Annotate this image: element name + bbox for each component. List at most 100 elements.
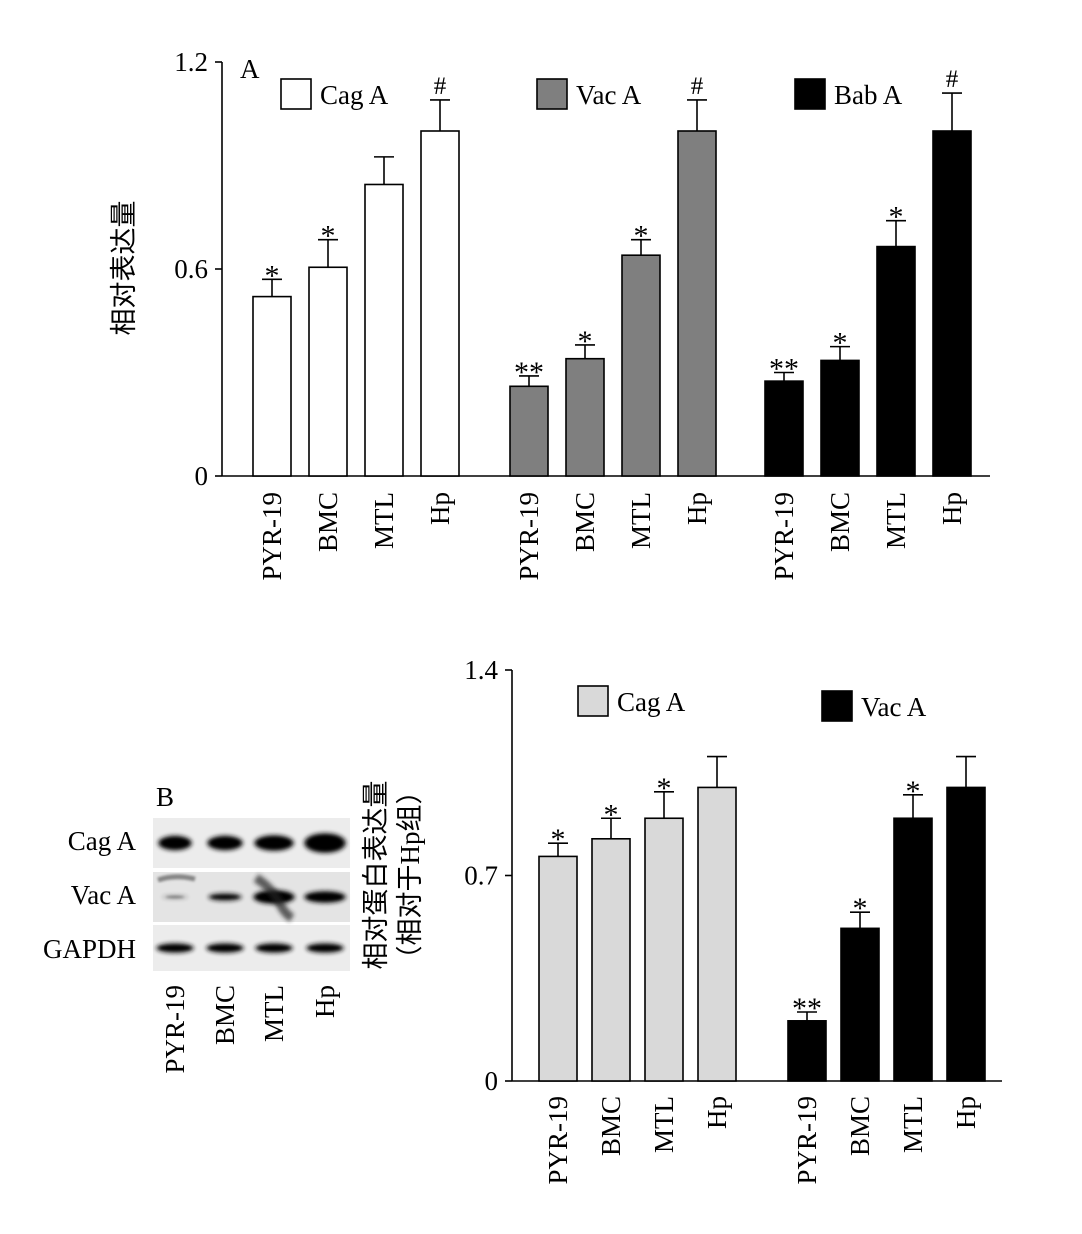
- blot-band-core: [160, 946, 190, 950]
- bar: [820, 359, 860, 477]
- x-tick-label: PYR-19: [514, 492, 544, 581]
- bar: [420, 130, 460, 477]
- y-tick-label: 1.4: [464, 655, 498, 685]
- blot-band-core: [259, 946, 289, 950]
- x-tick-label: MTL: [626, 492, 656, 549]
- significance-mark: *: [853, 892, 868, 925]
- panel-a-legend: Cag A Vac A Bab A: [280, 78, 903, 110]
- x-tick-label: PYR-19: [543, 1096, 573, 1185]
- x-tick-label: BMC: [825, 492, 855, 552]
- significance-mark: *: [551, 823, 566, 856]
- significance-mark: **: [792, 992, 822, 1025]
- blot-row-label: Vac A: [71, 880, 137, 910]
- legend-swatch: [280, 78, 312, 110]
- panel-a-y-ticks: 0 0.6 1.2: [174, 47, 222, 491]
- bar: [621, 254, 661, 477]
- significance-mark: *: [889, 201, 904, 234]
- significance-mark: *: [906, 775, 921, 808]
- bar: [509, 385, 549, 477]
- blot-row-labels: Cag A Vac A GAPDH: [43, 826, 137, 964]
- x-tick-label: PYR-19: [792, 1096, 822, 1185]
- significance-mark: *: [578, 325, 593, 358]
- blot-strips: [153, 818, 350, 971]
- panel-a-label: A: [240, 54, 260, 84]
- x-tick-label: MTL: [649, 1096, 679, 1153]
- significance-mark: **: [769, 353, 799, 386]
- bar: [787, 1020, 827, 1082]
- blot-lane-labels: PYR-19 BMC MTL Hp: [160, 985, 340, 1074]
- panel-a-chart: A 相对表达量 00.61.2 **#****#****# PYR-19 BMC M…: [109, 47, 990, 581]
- bar: [252, 295, 292, 477]
- y-tick-label: 0: [485, 1066, 499, 1096]
- legend-label: Cag A: [617, 687, 686, 717]
- blot-smear: [253, 874, 295, 922]
- blot-band-core: [310, 946, 340, 950]
- panel-b-y-axis-subtitle: （相对于Hp组）: [395, 778, 425, 973]
- blot-band-core: [308, 894, 342, 900]
- panel-a-y-axis-title: 相对表达量: [109, 201, 139, 336]
- legend-label: Cag A: [320, 80, 389, 110]
- blot-band-core: [308, 836, 342, 850]
- legend-swatch: [577, 685, 609, 717]
- blot-lane-label: MTL: [259, 985, 289, 1042]
- blot-band-core: [210, 946, 240, 950]
- blot-band-core: [166, 895, 184, 899]
- x-tick-label: Hp: [425, 492, 455, 525]
- blot-lane-label: BMC: [210, 985, 240, 1045]
- x-tick-label: Hp: [682, 492, 712, 525]
- legend-swatch: [536, 78, 568, 110]
- bar: [893, 817, 933, 1082]
- panel-b-bars: *******: [538, 755, 986, 1082]
- significance-mark: *: [321, 220, 336, 253]
- x-tick-label: BMC: [845, 1096, 875, 1156]
- panel-b-chart: 相对蛋白表达量 （相对于Hp组） 00.71.4 ******* PYR-19 B…: [361, 655, 1002, 1185]
- significance-mark: #: [691, 73, 704, 100]
- bar: [565, 357, 605, 477]
- bar: [308, 266, 348, 477]
- x-tick-label: Hp: [937, 492, 967, 525]
- blot-row-label: Cag A: [68, 826, 137, 856]
- blot-band-core: [258, 838, 290, 848]
- x-tick-label: Hp: [702, 1096, 732, 1129]
- legend-swatch: [794, 78, 826, 110]
- panel-b-label: B: [156, 782, 174, 812]
- significance-mark: #: [946, 66, 959, 93]
- bar: [538, 855, 578, 1082]
- blot-band-core: [162, 838, 188, 848]
- legend-swatch: [821, 690, 853, 722]
- blot-smear: [157, 874, 196, 883]
- bar: [677, 130, 717, 477]
- significance-mark: **: [514, 356, 544, 389]
- panel-b-x-tick-labels: PYR-19 BMC MTL Hp PYR-19 BMC MTL Hp: [543, 1096, 981, 1185]
- x-tick-label: PYR-19: [769, 492, 799, 581]
- panel-b-y-ticks: 0 0.7 1.4: [464, 655, 512, 1096]
- bar: [876, 245, 916, 477]
- bar: [697, 786, 737, 1082]
- bar: [644, 817, 684, 1082]
- x-tick-label: BMC: [313, 492, 343, 552]
- bar: [840, 927, 880, 1082]
- x-tick-label: MTL: [881, 492, 911, 549]
- y-tick-label: 0: [195, 461, 209, 491]
- significance-mark: *: [657, 772, 672, 805]
- x-tick-label: MTL: [898, 1096, 928, 1153]
- significance-mark: *: [634, 220, 649, 253]
- x-tick-label: MTL: [369, 492, 399, 549]
- significance-mark: *: [604, 798, 619, 831]
- panel-b-y-axis-title: 相对蛋白表达量: [361, 781, 391, 970]
- panel-b-western-blot: B Cag A Vac A GAPDH PYR-19 BMC MTL Hp: [43, 782, 350, 1074]
- panel-b-legend: Cag A Vac A: [577, 685, 927, 722]
- x-tick-label: Hp: [951, 1096, 981, 1129]
- y-tick-label: 0.7: [464, 861, 498, 891]
- x-tick-label: BMC: [570, 492, 600, 552]
- legend-label: Vac A: [861, 692, 927, 722]
- blot-row-label: GAPDH: [43, 934, 136, 964]
- legend-label: Bab A: [834, 80, 903, 110]
- blot-lane-label: PYR-19: [160, 985, 190, 1074]
- panel-a-x-tick-labels: PYR-19 BMC MTL Hp PYR-19 BMC MTL Hp PYR-19 BMC MTL…: [257, 492, 967, 581]
- blot-band-core: [212, 895, 238, 899]
- significance-mark: #: [434, 73, 447, 100]
- significance-mark: *: [833, 327, 848, 360]
- significance-mark: *: [265, 259, 280, 292]
